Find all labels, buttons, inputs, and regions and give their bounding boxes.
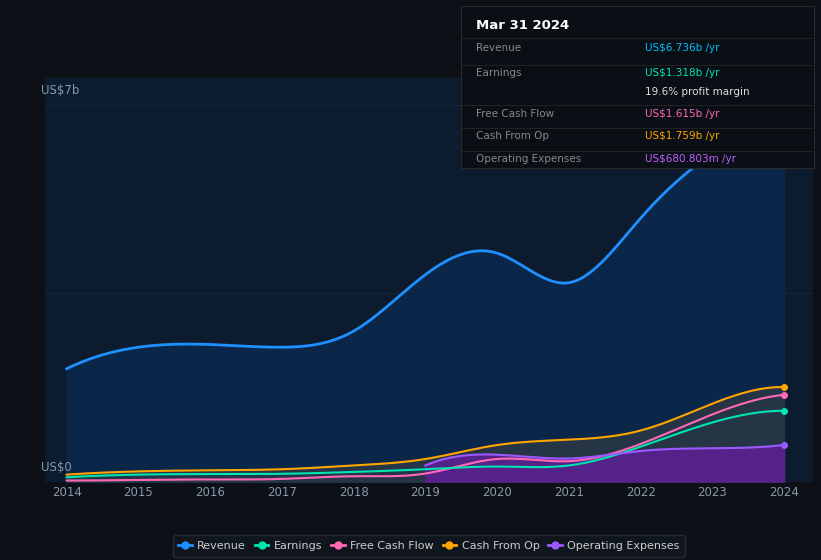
Text: Mar 31 2024: Mar 31 2024 [475,18,569,31]
Text: US$680.803m /yr: US$680.803m /yr [645,154,736,164]
Text: US$1.318b /yr: US$1.318b /yr [645,68,719,78]
Legend: Revenue, Earnings, Free Cash Flow, Cash From Op, Operating Expenses: Revenue, Earnings, Free Cash Flow, Cash … [173,535,685,557]
Text: US$0: US$0 [41,460,72,474]
Text: US$1.759b /yr: US$1.759b /yr [645,132,719,141]
Text: Revenue: Revenue [475,43,521,53]
Text: Cash From Op: Cash From Op [475,132,548,141]
Text: 19.6% profit margin: 19.6% profit margin [645,87,750,97]
Text: US$1.615b /yr: US$1.615b /yr [645,109,719,119]
Text: Free Cash Flow: Free Cash Flow [475,109,553,119]
Text: Operating Expenses: Operating Expenses [475,154,580,164]
Text: US$6.736b /yr: US$6.736b /yr [645,43,719,53]
Text: US$7b: US$7b [41,85,80,97]
Text: Earnings: Earnings [475,68,521,78]
